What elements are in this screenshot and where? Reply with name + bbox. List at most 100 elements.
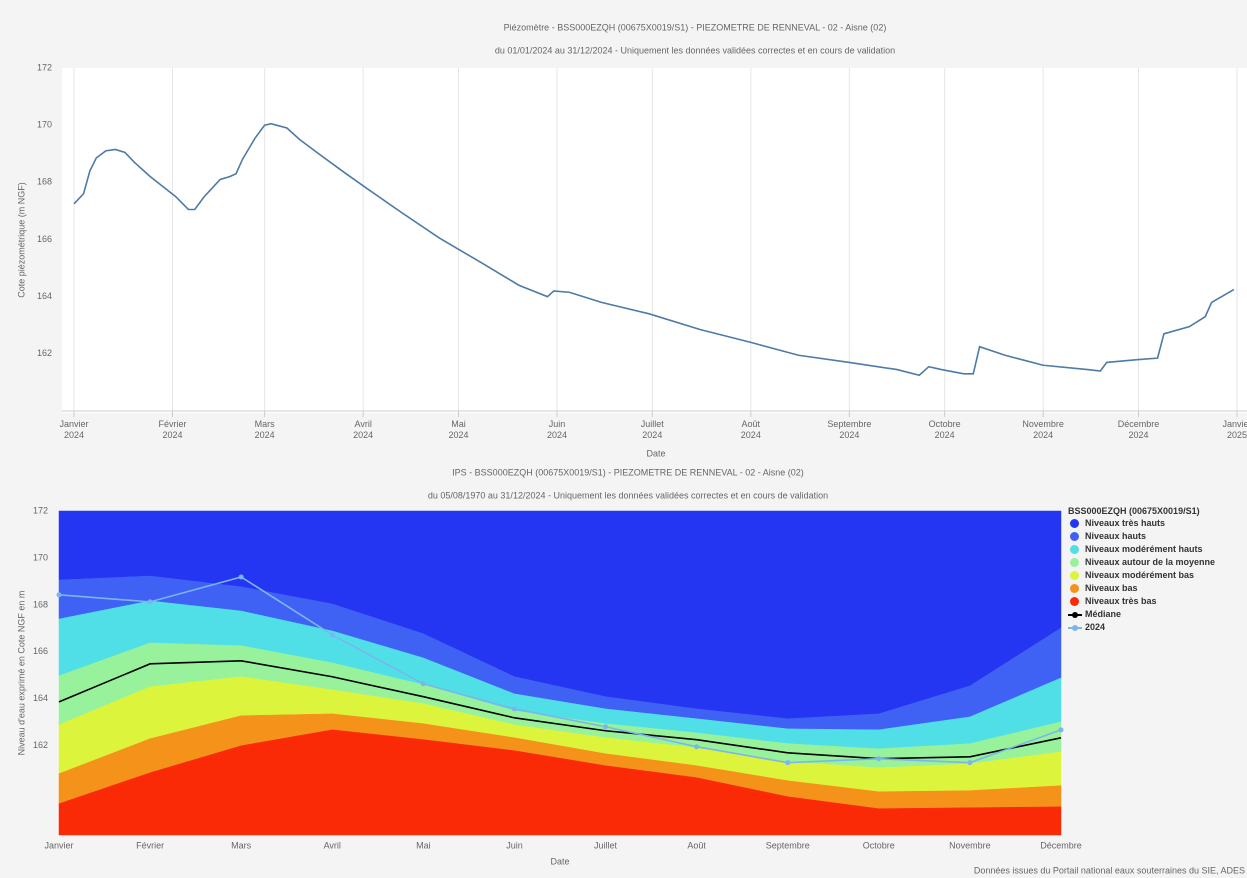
x-tick-label: Mai 2024 — [448, 419, 469, 440]
data-point — [876, 756, 882, 762]
legend-dot — [1070, 532, 1079, 541]
x-tick-label: Décembre — [1040, 840, 1082, 850]
legend-item: Médiane — [1068, 609, 1240, 620]
y-tick-label: 162 — [33, 740, 48, 750]
y-tick-label: 162 — [37, 348, 52, 358]
legend-item: Niveaux modérément hauts — [1068, 544, 1240, 555]
legend-item: Niveaux autour de la moyenne — [1068, 557, 1240, 568]
y-axis-label: Cote piézométrique (m NGF) — [16, 182, 26, 298]
legend-dot — [1070, 571, 1079, 580]
chart-subtitle: du 01/01/2024 au 31/12/2024 - Uniquement… — [495, 45, 895, 55]
x-tick-label: Juillet 2024 — [640, 419, 664, 440]
y-tick-label: 164 — [37, 291, 52, 301]
x-tick-label: Mars 2024 — [254, 419, 275, 440]
legend-marker — [1068, 557, 1082, 568]
legend-title: BSS000EZQH (00675X0019/S1) — [1068, 506, 1200, 516]
legend-marker — [1068, 609, 1082, 620]
x-tick-label: Juin 2024 — [546, 419, 567, 440]
data-line — [58, 576, 1062, 764]
data-point — [1058, 727, 1064, 733]
legend-marker — [1068, 570, 1082, 581]
x-tick-label: Décembre 2024 — [1117, 419, 1160, 440]
y-tick-label: 170 — [37, 120, 52, 130]
x-tick-label: Novembre — [949, 840, 991, 850]
x-tick-label: Novembre 2024 — [1022, 419, 1064, 440]
legend-item: Niveaux très bas — [1068, 596, 1240, 607]
chart-title: IPS - BSS000EZQH (00675X0019/S1) - PIEZO… — [452, 467, 804, 477]
legend-label: Niveaux modérément hauts — [1085, 544, 1203, 554]
legend-label: Niveaux bas — [1085, 583, 1138, 593]
x-tick-label: Janvier — [44, 840, 73, 850]
x-tick-label: Juin — [506, 840, 523, 850]
y-axis-label: Niveau d'eau exprimé en Cote NGF en m — [16, 591, 26, 756]
legend-dot — [1070, 584, 1079, 593]
data-point — [511, 706, 517, 712]
y-tick-label: 166 — [33, 646, 48, 656]
x-axis-label: Date — [646, 448, 665, 458]
x-tick-label: Mars — [231, 840, 251, 850]
x-axis-label: Date — [550, 856, 569, 866]
legend-dot — [1070, 545, 1079, 554]
data-point — [329, 632, 335, 638]
band-area — [58, 729, 1062, 836]
legend-item: Niveaux modérément bas — [1068, 570, 1240, 581]
legend-marker — [1068, 544, 1082, 555]
legend-item: Niveaux très hauts — [1068, 518, 1240, 529]
plot-background — [62, 68, 1247, 413]
data-line — [58, 659, 1062, 760]
data-point — [967, 760, 973, 766]
data-point — [785, 760, 791, 766]
x-tick-label: Juillet — [594, 840, 618, 850]
legend-label: Niveaux très bas — [1085, 596, 1157, 606]
x-tick-label: Octobre — [863, 840, 895, 850]
x-tick-label: Janvier 2025 — [1222, 419, 1247, 440]
legend-dot — [1070, 519, 1079, 528]
legend-item: Niveaux hauts — [1068, 531, 1240, 542]
legend-dot — [1070, 597, 1079, 606]
chart-title: Piézomètre - BSS000EZQH (00675X0019/S1) … — [504, 22, 887, 32]
legend-marker — [1068, 531, 1082, 542]
legend-label: Niveaux modérément bas — [1085, 570, 1195, 580]
x-tick-label: Février 2024 — [158, 419, 187, 440]
y-tick-label: 168 — [37, 177, 52, 187]
x-tick-label: Août — [687, 840, 706, 850]
legend-label: Niveaux autour de la moyenne — [1085, 557, 1216, 567]
legend: BSS000EZQH (00675X0019/S1) Niveaux très h… — [1068, 506, 1240, 633]
y-tick-label: 164 — [33, 693, 48, 703]
legend-marker — [1068, 583, 1082, 594]
x-tick-label: Août 2024 — [740, 419, 761, 440]
data-point — [147, 599, 153, 605]
legend-label: Niveaux hauts — [1085, 531, 1147, 541]
legend-item: Niveaux bas — [1068, 583, 1240, 594]
data-point — [238, 574, 244, 580]
legend-item: 2024 — [1068, 622, 1240, 633]
x-tick-label: Septembre — [766, 840, 810, 850]
x-tick-label: Octobre 2024 — [928, 419, 961, 440]
data-point — [603, 724, 609, 730]
y-tick-label: 172 — [37, 62, 52, 72]
legend-label: Médiane — [1085, 609, 1122, 619]
legend-dot — [1072, 612, 1078, 618]
y-tick-label: 172 — [33, 505, 48, 515]
y-tick-label: 170 — [33, 552, 48, 562]
y-tick-label: 168 — [33, 599, 48, 609]
data-point — [56, 592, 62, 598]
legend-label: 2024 — [1085, 622, 1106, 632]
data-line — [73, 122, 1235, 377]
chart-subtitle: du 05/08/1970 au 31/12/2024 - Uniquement… — [428, 490, 828, 500]
x-tick-label: Avril — [324, 840, 341, 850]
x-tick-label: Janvier 2024 — [59, 419, 89, 440]
legend-dot — [1072, 625, 1078, 631]
x-tick-label: Avril 2024 — [353, 419, 374, 440]
legend-marker — [1068, 622, 1082, 633]
legend-dot — [1070, 558, 1079, 567]
x-tick-label: Septembre 2024 — [827, 419, 872, 440]
data-point — [694, 744, 700, 750]
legend-label: Niveaux très hauts — [1085, 518, 1166, 528]
legend-marker — [1068, 518, 1082, 529]
x-tick-label: Mai — [416, 840, 431, 850]
legend-marker — [1068, 596, 1082, 607]
x-tick-label: Février — [136, 840, 164, 850]
